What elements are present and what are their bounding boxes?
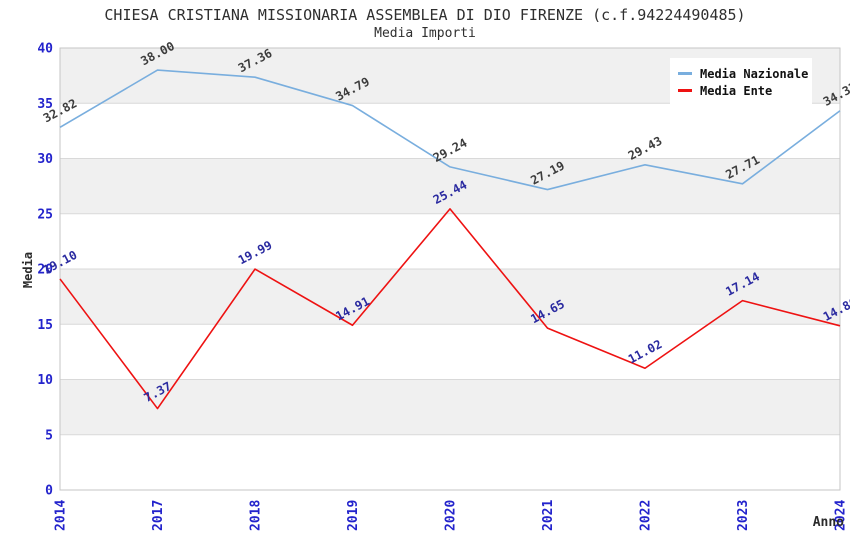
x-tick-label: 2023	[736, 500, 751, 531]
y-axis-title: Media	[21, 251, 35, 289]
chart-subtitle: Media Importi	[374, 26, 476, 41]
y-tick-label: 0	[45, 484, 53, 499]
x-tick-label: 2017	[151, 500, 166, 531]
y-tick-label: 30	[37, 152, 53, 167]
plot-band	[60, 103, 840, 159]
legend-label: Media Ente	[700, 83, 773, 98]
x-tick-label: 2020	[444, 500, 459, 531]
plot-band	[60, 434, 840, 490]
series-line-media-nazionale	[59, 69, 841, 191]
plot-border	[59, 47, 841, 491]
y-tick-label: 25	[37, 207, 53, 222]
legend-swatch-nazionale-icon	[678, 72, 692, 75]
x-tick-label: 2014	[54, 500, 69, 531]
y-tick-label: 15	[37, 318, 53, 333]
x-tick-label: 2019	[346, 500, 361, 531]
plot-band	[60, 324, 840, 380]
y-tick-label: 10	[37, 373, 53, 388]
x-axis-title: Anno	[812, 515, 844, 530]
x-tick-label: 2018	[249, 500, 264, 531]
plot-band	[60, 269, 840, 325]
x-tick-label: 2021	[541, 500, 556, 531]
legend-item-media-ente: Media Ente	[678, 83, 812, 98]
y-tick-label: 20	[37, 263, 53, 278]
x-tick-label: 2022	[639, 500, 654, 531]
legend-item-media-nazionale: Media Nazionale	[678, 66, 812, 81]
series-line-media-ente	[59, 208, 841, 410]
plot-band	[60, 379, 840, 435]
chart-title: CHIESA CRISTIANA MISSIONARIA ASSEMBLEA D…	[104, 6, 746, 24]
y-tick-label: 40	[37, 42, 53, 57]
y-tick-label: 5	[45, 428, 53, 443]
y-tick-label: 35	[37, 97, 53, 112]
plot-band	[60, 213, 840, 269]
legend-label: Media Nazionale	[700, 66, 809, 81]
legend-swatch-ente-icon	[678, 89, 692, 92]
x-tick-label: 2024	[834, 500, 849, 531]
legend: Media Nazionale Media Ente	[670, 58, 812, 106]
